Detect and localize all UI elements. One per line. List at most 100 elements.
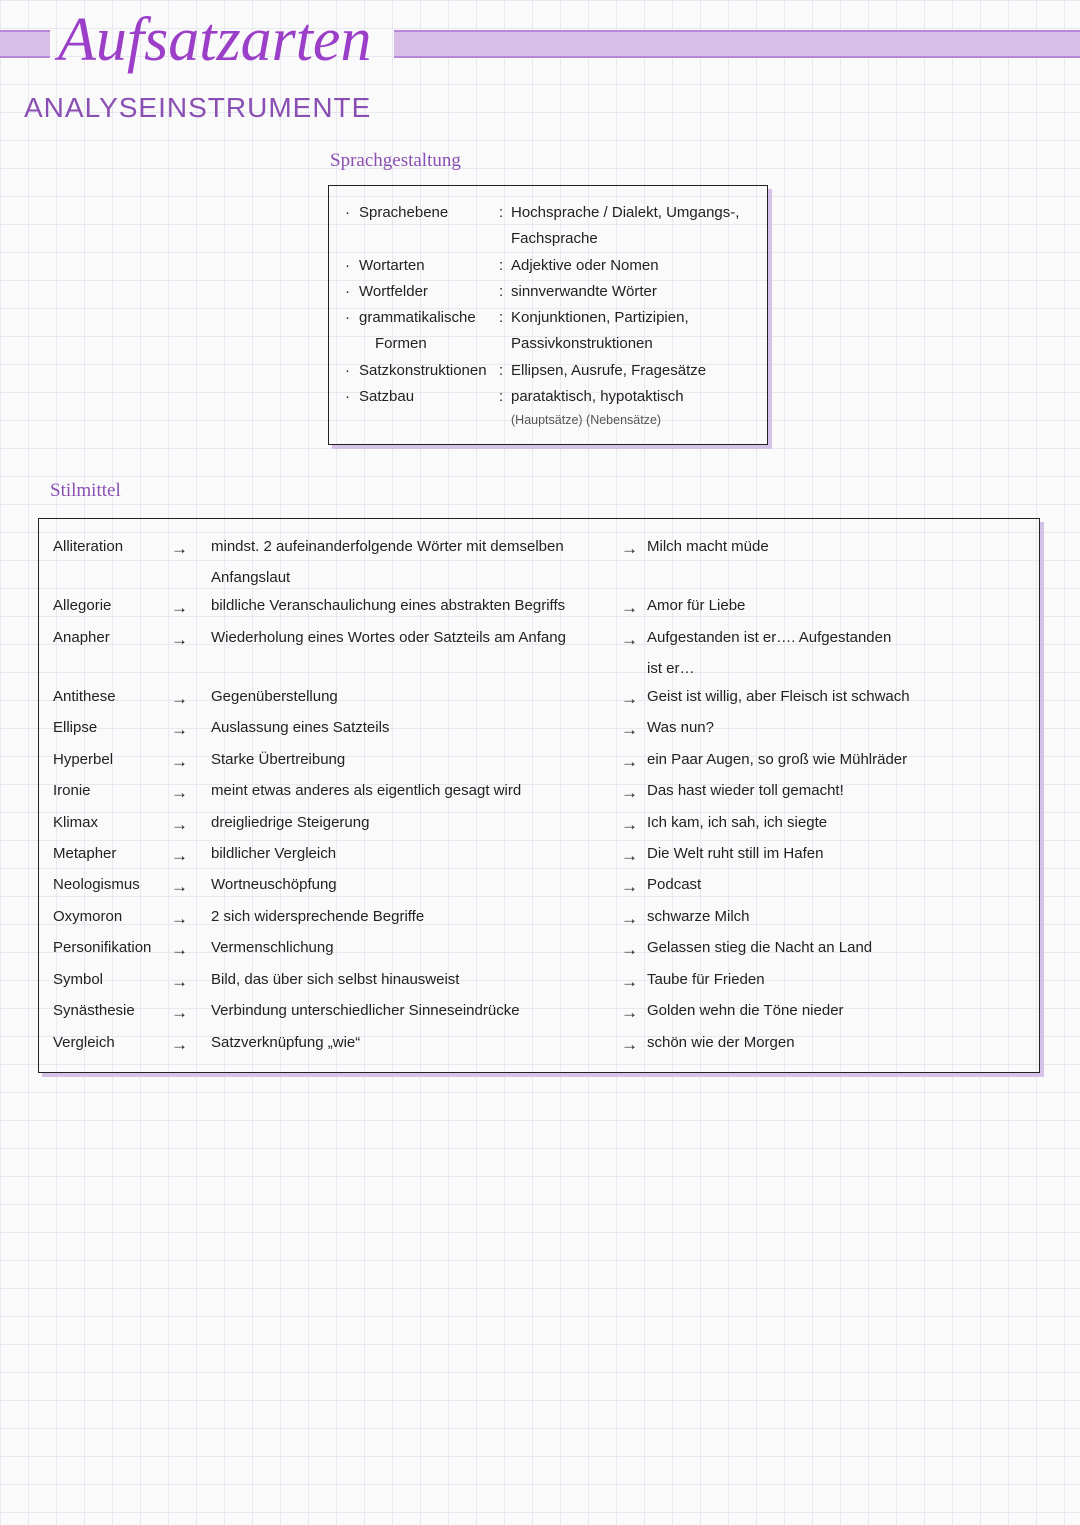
arrow-icon: → [171, 714, 211, 745]
stilmittel-example: Taube für Frieden [647, 966, 1029, 994]
stilmittel-example: Ich kam, ich sah, ich siegte [647, 809, 1029, 837]
sprach-term: Satzkonstruktionen [359, 358, 499, 384]
sprach-desc: Passivkonstruktionen [511, 331, 751, 357]
arrow-icon: → [621, 840, 647, 871]
stilmittel-term: Hyperbel [53, 746, 171, 774]
arrow-icon: → [621, 746, 647, 777]
stilmittel-definition: bildlicher Vergleich [211, 840, 621, 868]
bullet-icon: · [345, 358, 359, 384]
stilmittel-row: Vergleich→Satzverknüpfung „wie“→schön wi… [53, 1029, 1029, 1060]
arrow-icon: → [621, 997, 647, 1028]
sprach-desc: parataktisch, hypotaktisch [511, 384, 751, 410]
bullet-icon: · [345, 305, 359, 331]
arrow-icon: → [171, 777, 211, 808]
page-title: Aufsatzarten [50, 9, 379, 71]
stilmittel-definition: Gegenüberstellung [211, 683, 621, 711]
stilmittel-definition: dreigliedrige Steigerung [211, 809, 621, 837]
sprach-row: ·Sprachebene:Hochsprache / Dialekt, Umga… [345, 200, 751, 226]
stilmittel-example: Golden wehn die Töne nieder [647, 997, 1029, 1025]
stilmittel-definition: Verbindung unterschiedlicher Sinneseindr… [211, 997, 621, 1025]
sprach-note: (Hauptsätze) (Nebensätze) [511, 410, 751, 432]
stilmittel-example: Aufgestanden ist er…. Aufgestanden [647, 624, 1029, 652]
sprach-desc: Konjunktionen, Partizipien, [511, 305, 751, 331]
stilmittel-row: Ironie→meint etwas anderes als eigentlic… [53, 777, 1029, 808]
colon: : [499, 305, 511, 331]
arrow-icon: → [171, 809, 211, 840]
sprach-desc: sinnverwandte Wörter [511, 279, 751, 305]
stilmittel-row: Synästhesie→Verbindung unterschiedlicher… [53, 997, 1029, 1028]
stilmittel-example: Milch macht müde [647, 533, 1029, 561]
bullet-icon: · [345, 200, 359, 226]
colon: : [499, 279, 511, 305]
bullet-icon: · [345, 279, 359, 305]
stilmittel-term: Ellipse [53, 714, 171, 742]
sprach-row: ·Wortfelder:sinnverwandte Wörter [345, 279, 751, 305]
stilmittel-example: Das hast wieder toll gemacht! [647, 777, 1029, 805]
stilmittel-definition: Wiederholung eines Wortes oder Satzteils… [211, 624, 621, 652]
stilmittel-heading: Stilmittel [50, 480, 121, 502]
stilmittel-row: Hyperbel→Starke Übertreibung→ein Paar Au… [53, 746, 1029, 777]
stilmittel-term: Vergleich [53, 1029, 171, 1057]
stilmittel-definition: Anfangslaut [211, 564, 621, 592]
stilmittel-definition: Bild, das über sich selbst hinausweist [211, 966, 621, 994]
arrow-icon: → [621, 624, 647, 655]
arrow-icon: → [621, 966, 647, 997]
stilmittel-definition: Auslassung eines Satzteils [211, 714, 621, 742]
stilmittel-definition: bildliche Veranschaulichung eines abstra… [211, 592, 621, 620]
stilmittel-term: Anapher [53, 624, 171, 652]
stilmittel-row: Antithese→Gegenüberstellung→Geist ist wi… [53, 683, 1029, 714]
stilmittel-example: Geist ist willig, aber Fleisch ist schwa… [647, 683, 1029, 711]
sprach-note-row: (Hauptsätze) (Nebensätze) [345, 410, 751, 432]
arrow-icon: → [171, 997, 211, 1028]
stilmittel-term: Oxymoron [53, 903, 171, 931]
sprach-desc: Adjektive oder Nomen [511, 253, 751, 279]
arrow-icon: → [171, 746, 211, 777]
stilmittel-term: Ironie [53, 777, 171, 805]
arrow-icon: → [621, 533, 647, 564]
stilmittel-row: Personifikation→Vermenschlichung→Gelasse… [53, 934, 1029, 965]
sprach-row: ·Satzbau:parataktisch, hypotaktisch [345, 384, 751, 410]
sprach-term: Wortfelder [359, 279, 499, 305]
arrow-icon: → [171, 592, 211, 623]
stilmittel-definition: Starke Übertreibung [211, 746, 621, 774]
stilmittel-definition: Satzverknüpfung „wie“ [211, 1029, 621, 1057]
stilmittel-row: Neologismus→Wortneuschöpfung→Podcast [53, 871, 1029, 902]
header-stripe-left [0, 30, 50, 58]
arrow-icon: → [621, 714, 647, 745]
arrow-icon: → [621, 871, 647, 902]
stilmittel-example: Die Welt ruht still im Hafen [647, 840, 1029, 868]
sprach-row: ·Satzkonstruktionen:Ellipsen, Ausrufe, F… [345, 358, 751, 384]
stilmittel-term: Synästhesie [53, 997, 171, 1025]
colon: : [499, 200, 511, 226]
arrow-icon: → [171, 871, 211, 902]
stilmittel-definition: Vermenschlichung [211, 934, 621, 962]
stilmittel-row: Klimax→dreigliedrige Steigerung→Ich kam,… [53, 809, 1029, 840]
colon: : [499, 253, 511, 279]
sprach-term: Satzbau [359, 384, 499, 410]
stilmittel-example: ein Paar Augen, so groß wie Mühlräder [647, 746, 1029, 774]
stilmittel-row: Metapher→bildlicher Vergleich→Die Welt r… [53, 840, 1029, 871]
sprachgestaltung-box: ·Sprachebene:Hochsprache / Dialekt, Umga… [328, 185, 768, 445]
stilmittel-definition: 2 sich widersprechende Begriffe [211, 903, 621, 931]
stilmittel-row: Oxymoron→2 sich widersprechende Begriffe… [53, 903, 1029, 934]
stilmittel-term: Neologismus [53, 871, 171, 899]
stilmittel-term: Personifikation [53, 934, 171, 962]
stilmittel-example: schwarze Milch [647, 903, 1029, 931]
page-subtitle: ANALYSEINSTRUMENTE [24, 92, 371, 124]
stilmittel-example: schön wie der Morgen [647, 1029, 1029, 1057]
bullet-icon: · [345, 384, 359, 410]
stilmittel-term: Metapher [53, 840, 171, 868]
bullet-icon: · [345, 253, 359, 279]
sprach-desc: Hochsprache / Dialekt, Umgangs-, [511, 200, 751, 226]
sprach-term: Wortarten [359, 253, 499, 279]
arrow-icon: → [621, 934, 647, 965]
sprach-row: ·grammatikalische:Konjunktionen, Partizi… [345, 305, 751, 331]
stilmittel-term: Allegorie [53, 592, 171, 620]
arrow-icon: → [171, 624, 211, 655]
arrow-icon: → [171, 934, 211, 965]
arrow-icon: → [621, 592, 647, 623]
sprach-row: Fachsprache [345, 226, 751, 252]
sprach-desc: Ellipsen, Ausrufe, Fragesätze [511, 358, 751, 384]
sprach-term: Formen [359, 331, 499, 357]
arrow-icon: → [171, 683, 211, 714]
